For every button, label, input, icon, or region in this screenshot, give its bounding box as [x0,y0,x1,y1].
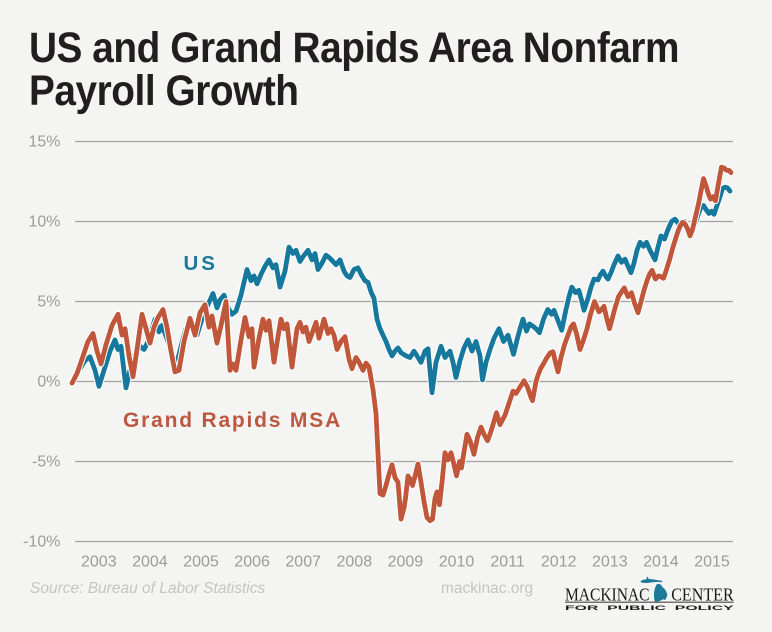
svg-text:10%: 10% [28,214,60,231]
svg-text:FOR PUBLIC POLICY: FOR PUBLIC POLICY [565,606,734,612]
svg-text:2010: 2010 [439,554,475,571]
svg-text:2011: 2011 [490,554,525,571]
svg-text:2005: 2005 [183,554,219,571]
svg-text:2009: 2009 [388,554,424,571]
svg-text:2014: 2014 [643,554,679,571]
svg-text:2007: 2007 [285,554,321,571]
svg-text:2003: 2003 [81,554,117,571]
svg-text:MACKINAC: MACKINAC [565,584,650,604]
svg-text:2006: 2006 [234,554,270,571]
svg-text:5%: 5% [37,294,60,311]
svg-text:CENTER: CENTER [671,584,734,604]
svg-text:0%: 0% [37,374,60,391]
svg-text:2013: 2013 [592,554,628,571]
svg-text:2004: 2004 [132,554,168,571]
svg-text:-10%: -10% [23,534,60,551]
svg-text:2012: 2012 [541,554,577,571]
svg-text:-5%: -5% [32,454,60,471]
svg-text:2015: 2015 [694,554,730,571]
svg-text:2008: 2008 [337,554,373,571]
svg-text:15%: 15% [28,134,60,151]
